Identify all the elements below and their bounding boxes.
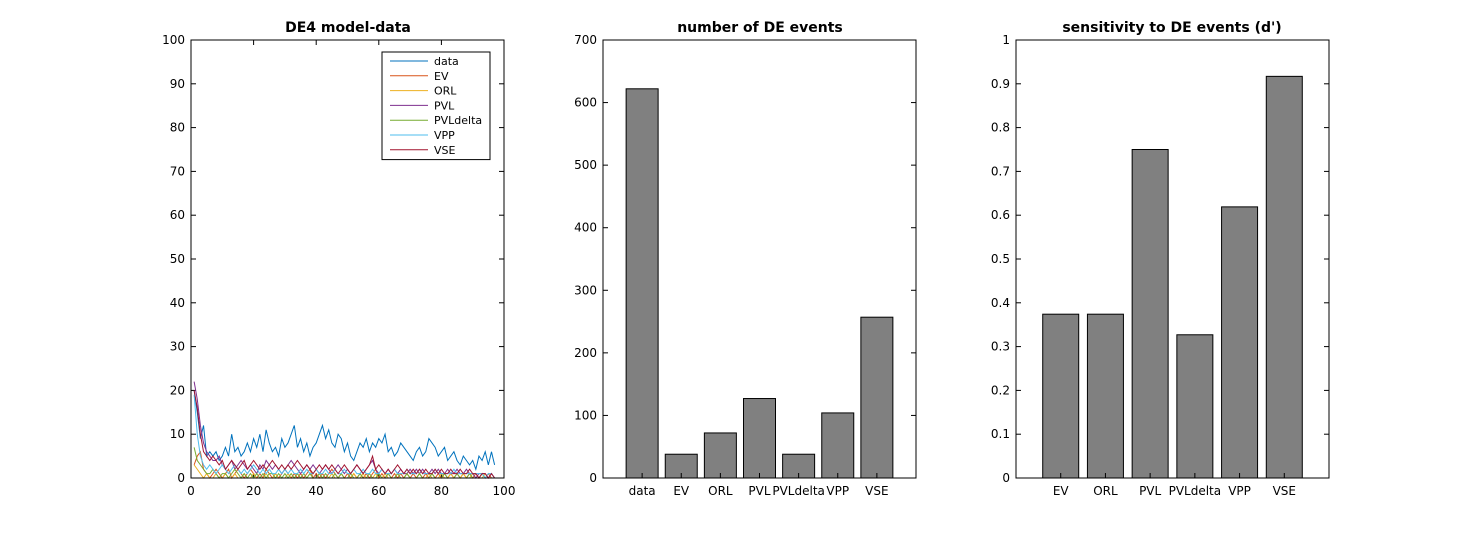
legend-label: VSE bbox=[434, 144, 456, 157]
chart-title: DE4 model-data bbox=[285, 20, 411, 36]
x-tick-label: data bbox=[629, 484, 656, 498]
x-tick-label: VPP bbox=[1228, 484, 1251, 498]
x-tick-label: 80 bbox=[434, 484, 449, 498]
y-tick-label: 300 bbox=[574, 283, 597, 297]
bar-pvl bbox=[1131, 149, 1169, 479]
y-tick-label: 40 bbox=[170, 296, 185, 310]
y-tick-label: 0 bbox=[177, 471, 185, 485]
y-tick-label: 0 bbox=[1002, 471, 1010, 485]
y-tick-label: 0.6 bbox=[991, 208, 1010, 222]
y-tick-label: 0.3 bbox=[991, 340, 1010, 354]
y-tick-label: 90 bbox=[170, 77, 185, 91]
axes-box bbox=[602, 39, 917, 479]
x-tick-label: VPP bbox=[826, 484, 849, 498]
x-tick-label: ORL bbox=[1093, 484, 1118, 498]
bar-chart-panel-counts: number of DE events 0 100 200 300 400 500 600 7… bbox=[574, 20, 917, 498]
y-tick-label: 70 bbox=[170, 164, 185, 178]
x-tick-label: 60 bbox=[371, 484, 386, 498]
x-tick-label: 20 bbox=[246, 484, 261, 498]
legend-label: ORL bbox=[434, 85, 457, 98]
chart-title: sensitivity to DE events (d') bbox=[1062, 20, 1281, 36]
y-tick-label: 200 bbox=[574, 346, 597, 360]
y-tick-label: 30 bbox=[170, 340, 185, 354]
y-tick-label: 20 bbox=[170, 383, 185, 397]
legend-label: VPP bbox=[434, 129, 455, 142]
x-tick-label: PVL bbox=[1139, 484, 1161, 498]
y-tick-label: 0.9 bbox=[991, 77, 1010, 91]
y-tick-label: 0 bbox=[589, 471, 597, 485]
bar-orl bbox=[703, 432, 737, 479]
x-tick-label: VSE bbox=[1273, 484, 1296, 498]
axes-ticks: 0 0.1 0.2 0.3 0.4 0.5 0.6 0.7 0.8 0.9 1 EV ORL PVL PVL… bbox=[991, 33, 1329, 498]
x-tick-label: 40 bbox=[309, 484, 324, 498]
bar-pvldelta bbox=[1176, 334, 1214, 479]
legend-label: PVL bbox=[434, 99, 455, 112]
bar-pvl bbox=[743, 398, 776, 479]
bar-ev bbox=[1042, 313, 1080, 479]
x-tick-label: VSE bbox=[865, 484, 888, 498]
bar-vpp bbox=[1221, 206, 1259, 479]
bar-data bbox=[625, 88, 659, 479]
legend-label: data bbox=[434, 55, 459, 68]
series-line-data bbox=[193, 390, 496, 471]
y-tick-label: 0.1 bbox=[991, 427, 1010, 441]
y-tick-label: 1 bbox=[1002, 33, 1010, 47]
y-tick-label: 60 bbox=[170, 208, 185, 222]
bars bbox=[1042, 75, 1303, 479]
bar-vse bbox=[860, 316, 894, 479]
y-tick-label: 0.2 bbox=[991, 383, 1010, 397]
chart-title: number of DE events bbox=[677, 20, 843, 36]
y-tick-label: 600 bbox=[574, 96, 597, 110]
bar-vpp bbox=[821, 412, 855, 479]
legend-label: EV bbox=[434, 70, 449, 83]
x-tick-label: EV bbox=[1053, 484, 1070, 498]
x-tick-label: PVL bbox=[748, 484, 770, 498]
axes-ticks: 0 10 20 30 40 50 60 70 80 90 100 0 20 40 60 80 100 bbox=[162, 33, 515, 498]
y-tick-label: 0.5 bbox=[991, 252, 1010, 266]
x-tick-label: PVLdelta bbox=[1169, 484, 1222, 498]
y-tick-label: 100 bbox=[574, 408, 597, 422]
bar-orl bbox=[1086, 313, 1124, 479]
x-tick-label: 100 bbox=[493, 484, 516, 498]
y-tick-label: 10 bbox=[170, 427, 185, 441]
y-tick-label: 500 bbox=[574, 158, 597, 172]
y-tick-label: 0.4 bbox=[991, 296, 1010, 310]
line-chart-panel: DE4 model-data 0 10 20 30 40 50 60 70 80 90 100 0 20… bbox=[162, 20, 515, 498]
y-tick-label: 80 bbox=[170, 121, 185, 135]
y-tick-label: 700 bbox=[574, 33, 597, 47]
x-tick-label: PVLdelta bbox=[772, 484, 825, 498]
legend-label: PVLdelta bbox=[434, 114, 482, 127]
x-tick-label: ORL bbox=[708, 484, 733, 498]
bar-chart-panel-sensitivity: sensitivity to DE events (d') 0 0.1 0.2 0.3… bbox=[991, 20, 1330, 498]
series-line-vse bbox=[193, 390, 496, 479]
x-tick-label: 0 bbox=[187, 484, 195, 498]
axes-ticks: 0 100 200 300 400 500 600 700 data EV ORL PVL PVLdel… bbox=[574, 33, 916, 498]
y-tick-label: 0.8 bbox=[991, 121, 1010, 135]
bar-vse bbox=[1265, 75, 1303, 479]
y-tick-label: 50 bbox=[170, 252, 185, 266]
bars bbox=[625, 88, 894, 479]
axes-box bbox=[1015, 39, 1330, 479]
axes-box bbox=[190, 39, 505, 479]
y-tick-label: 0.7 bbox=[991, 164, 1010, 178]
x-tick-label: EV bbox=[673, 484, 690, 498]
y-tick-label: 400 bbox=[574, 221, 597, 235]
y-tick-label: 100 bbox=[162, 33, 185, 47]
